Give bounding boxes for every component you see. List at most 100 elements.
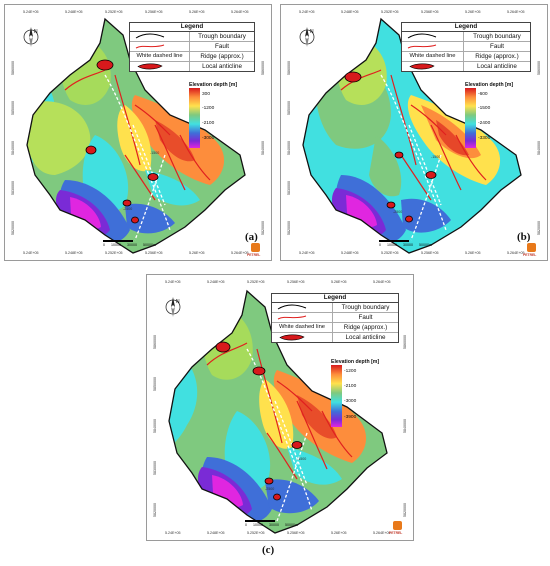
north-arrow-icon: N [299,27,315,47]
legend-row-ridge: White dashed line Ridge (approx.) [272,323,398,333]
fault-line-icon [272,313,333,322]
top-coord-c: 5.252E+05 [247,280,265,284]
bottom-coord-c: 5.256E+05 [287,531,305,535]
top-coord-b: 5.26E+05 [465,10,481,14]
trough-boundary-icon [402,32,464,41]
local-anticline-icon [130,62,191,71]
legend-row-ridge: White dashed line Ridge (approx.) [130,52,254,62]
side-coord-a: 5820000 [261,221,265,235]
top-coord-b: 5.248E+05 [341,10,359,14]
bottom-coord-b: 5.248E+05 [341,251,359,255]
legend-a: Legend Trough boundary Fault White dashe… [129,22,255,72]
bottom-coord-b: 5.26E+05 [465,251,481,255]
petrel-logo-icon [251,243,260,252]
side-coord-c: 5840000 [403,419,407,433]
bottom-coord-a: 5.252E+05 [105,251,123,255]
fault-line-icon [130,42,191,51]
svg-text:N: N [34,29,38,35]
elevation-scale-c: Elevation depth [m] -1200 -2100 -3000 -3… [331,359,379,427]
bottom-coord-c: 5.252E+05 [247,531,265,535]
petrel-logo-icon [527,243,536,252]
contour-label: -2500 [393,210,403,214]
bottom-coord-c: 5.264E+05 [373,531,391,535]
side-coord-b: 5820000 [537,221,541,235]
side-coord-a: 5830000 [11,181,15,195]
scalebar-a: 0 10000 30000 50000m [103,239,156,247]
legend-row-trough: Trough boundary [402,32,530,42]
side-coord-b: 5850000 [287,101,291,115]
scalebar-c: 0 10000 30000 50000m [245,519,298,527]
color-ramp-c [331,365,342,427]
side-coord-c: 5820000 [153,503,157,517]
side-coord-b: 5820000 [287,221,291,235]
legend-row-trough: Trough boundary [272,303,398,313]
legend-row-ridge: White dashed line Ridge (approx.) [402,52,530,62]
color-ramp-b [465,88,476,148]
top-coord-c: 5.248E+05 [207,280,225,284]
side-coord-a: 5840000 [11,141,15,155]
legend-row-fault: Fault [130,42,254,52]
legend-row-trough: Trough boundary [130,32,254,42]
legend-row-anticline: Local anticline [402,62,530,71]
top-coord-a: 5.26E+05 [189,10,205,14]
map-panel-c: 5.24E+05 5.248E+05 5.252E+05 5.256E+05 5… [146,274,414,541]
local-anticline-icon [402,62,464,71]
side-coord-c: 5820000 [403,503,407,517]
bottom-coord-a: 5.248E+05 [65,251,83,255]
side-coord-a: 5820000 [11,221,15,235]
side-coord-b: 5830000 [287,181,291,195]
side-coord-c: 5840000 [153,419,157,433]
contour-label: -1500 [150,151,160,155]
elevation-scale-b: Elevation depth [m] -600 -1500 -2400 -33… [465,82,513,148]
map-panel-a: 5.24E+05 5.248E+05 5.252E+05 5.256E+05 5… [4,4,272,261]
side-coord-a: 5850000 [11,101,15,115]
local-anticline-icon [272,333,333,342]
side-coord-b: 5840000 [537,141,541,155]
legend-row-fault: Fault [272,313,398,323]
top-coord-c: 5.24E+05 [165,280,181,284]
legend-title: Legend [130,23,254,32]
bottom-coord-a: 5.264E+05 [231,251,249,255]
side-coord-a: 5860000 [261,61,265,75]
svg-text:N: N [176,299,180,305]
bottom-coord-b: 5.264E+05 [507,251,525,255]
top-coord-b: 5.252E+05 [381,10,399,14]
bottom-coord-b: 5.256E+05 [421,251,439,255]
petrel-logo-icon [393,521,402,530]
north-arrow-icon: N [23,27,39,47]
top-coord-b: 5.256E+05 [421,10,439,14]
top-coord-a: 5.248E+05 [65,10,83,14]
map-panel-b: 5.24E+05 5.248E+05 5.252E+05 5.256E+05 5… [280,4,548,261]
top-coord-c: 5.256E+05 [287,280,305,284]
legend-title: Legend [272,294,398,303]
elevation-scale-a: Elevation depth [m] 300 -1200 -2100 -300… [189,82,237,148]
svg-text:N: N [310,29,314,35]
side-coord-b: 5860000 [537,61,541,75]
trough-boundary-icon [272,303,333,312]
side-coord-c: 5860000 [153,335,157,349]
side-coord-b: 5840000 [287,141,291,155]
legend-row-anticline: Local anticline [130,62,254,71]
side-coord-a: 5840000 [261,141,265,155]
side-coord-c: 5850000 [153,377,157,391]
north-arrow-icon: N [165,297,181,317]
bottom-coord-c: 5.26E+05 [331,531,347,535]
bottom-coord-a: 5.26E+05 [189,251,205,255]
side-coord-b: 5860000 [287,61,291,75]
bottom-coord-b: 5.252E+05 [381,251,399,255]
scalebar-b: 0 10000 30000 50000m [379,239,432,247]
contour-label: -1500 [431,155,441,159]
legend-title: Legend [402,23,530,32]
panel-label-b: (b) [517,231,531,243]
side-coord-c: 5830000 [153,461,157,475]
legend-c: Legend Trough boundary Fault White dashe… [271,293,399,343]
top-coord-a: 5.256E+05 [145,10,163,14]
top-coord-b: 5.24E+05 [299,10,315,14]
top-coord-a: 5.24E+05 [23,10,39,14]
contour-label: -1500 [297,457,307,461]
legend-row-anticline: Local anticline [272,333,398,342]
top-coord-a: 5.252E+05 [105,10,123,14]
color-ramp-a [189,88,200,148]
contour-label: -2500 [265,487,275,491]
top-coord-c: 5.264E+05 [373,280,391,284]
